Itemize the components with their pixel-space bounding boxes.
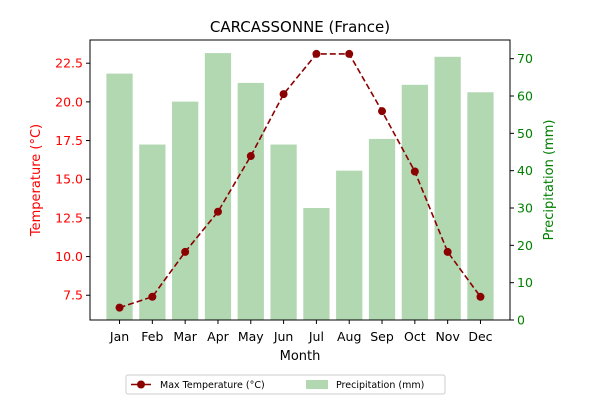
temperature-point-jan <box>115 303 124 312</box>
right-tick-label: 30 <box>517 201 533 216</box>
temperature-point-feb <box>148 292 157 301</box>
left-tick-label: 17.5 <box>55 133 83 148</box>
left-axis: 7.5 10.0 12.5 15.0 17.5 20.0 22.5 <box>55 56 90 303</box>
precipitation-bar-nov <box>434 56 461 321</box>
right-tick-label: 40 <box>517 163 533 178</box>
x-tick-label-oct: Oct <box>404 329 426 344</box>
precipitation-bars <box>106 53 494 321</box>
left-tick-label: 22.5 <box>55 56 83 71</box>
temperature-point-dec <box>476 292 485 301</box>
x-tick-label-apr: Apr <box>207 329 229 344</box>
x-axis: Jan Feb Mar Apr May Jun Jul Aug Sep Oct Nov Dec <box>109 320 493 344</box>
left-tick-label: 10.0 <box>55 249 83 264</box>
right-axis-label: Precipitation (mm) <box>542 120 557 241</box>
temperature-point-apr <box>213 207 222 216</box>
x-tick-label-mar: Mar <box>173 329 197 344</box>
temperature-point-nov <box>443 247 452 256</box>
right-tick-label: 20 <box>517 238 533 253</box>
x-tick-label-jan: Jan <box>109 329 129 344</box>
x-tick-label-sep: Sep <box>370 329 394 344</box>
x-tick-label-jun: Jun <box>273 329 294 344</box>
x-tick-label-nov: Nov <box>435 329 460 344</box>
precipitation-bar-jun <box>270 144 297 320</box>
right-tick-label: 10 <box>517 275 533 290</box>
x-tick-label-feb: Feb <box>141 329 163 344</box>
left-tick-label: 12.5 <box>55 210 83 225</box>
legend-bar-swatch <box>306 380 328 389</box>
temperature-line <box>115 49 485 312</box>
temperature-point-sep <box>378 107 387 116</box>
x-tick-label-may: May <box>238 329 264 344</box>
precipitation-bar-jan <box>106 73 133 320</box>
precipitation-bar-dec <box>467 92 494 321</box>
x-tick-label-aug: Aug <box>337 329 361 344</box>
legend-entry-precipitation: Precipitation (mm) <box>336 380 424 391</box>
right-tick-label: 70 <box>517 51 533 66</box>
legend-frame <box>125 374 446 395</box>
temperature-point-mar <box>181 247 190 256</box>
left-tick-label: 15.0 <box>55 172 83 187</box>
right-tick-label: 50 <box>517 126 533 141</box>
precipitation-bar-oct <box>401 84 428 320</box>
precipitation-bar-jul <box>303 208 330 320</box>
right-tick-label: 0 <box>517 313 525 328</box>
chart-title: CARCASSONNE (France) <box>210 18 390 36</box>
plot-frame <box>89 39 511 321</box>
left-axis-label: Temperature (°C) <box>29 124 44 237</box>
temperature-point-may <box>246 152 255 161</box>
temperature-point-oct <box>410 167 419 176</box>
legend: Max Temperature (°C) Precipitation (mm) <box>125 374 446 395</box>
left-tick-label: 7.5 <box>63 288 83 303</box>
right-axis: 0 10 20 30 40 50 60 70 <box>510 51 533 328</box>
precipitation-bar-mar <box>172 101 199 320</box>
left-tick-label: 20.0 <box>55 94 83 109</box>
precipitation-bar-may <box>237 82 264 321</box>
precipitation-bar-aug <box>336 170 363 320</box>
x-tick-label-dec: Dec <box>468 329 492 344</box>
right-tick-label: 60 <box>517 89 533 104</box>
temperature-series-line <box>119 53 482 309</box>
precipitation-bar-sep <box>368 138 396 320</box>
legend-entry-temperature: Max Temperature (°C) <box>160 380 265 391</box>
x-axis-label: Month <box>280 349 321 364</box>
precipitation-bar-feb <box>139 144 166 320</box>
temperature-point-aug <box>345 49 354 58</box>
temperature-point-jul <box>312 49 321 58</box>
precipitation-bar-apr <box>204 53 232 320</box>
temperature-point-jun <box>279 90 288 99</box>
legend-line-marker <box>137 380 145 389</box>
x-tick-label-jul: Jul <box>308 329 324 344</box>
